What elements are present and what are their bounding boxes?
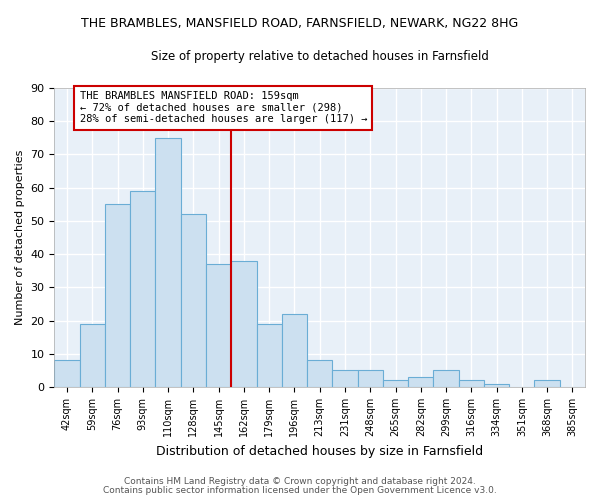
Title: Size of property relative to detached houses in Farnsfield: Size of property relative to detached ho… — [151, 50, 488, 63]
Bar — [105, 204, 130, 387]
Text: Contains public sector information licensed under the Open Government Licence v3: Contains public sector information licen… — [103, 486, 497, 495]
Bar — [155, 138, 181, 387]
Bar — [80, 324, 105, 387]
Y-axis label: Number of detached properties: Number of detached properties — [15, 150, 25, 325]
Bar — [55, 360, 80, 387]
Bar — [408, 377, 433, 387]
Bar — [282, 314, 307, 387]
Text: Contains HM Land Registry data © Crown copyright and database right 2024.: Contains HM Land Registry data © Crown c… — [124, 477, 476, 486]
Bar — [231, 260, 257, 387]
Text: THE BRAMBLES, MANSFIELD ROAD, FARNSFIELD, NEWARK, NG22 8HG: THE BRAMBLES, MANSFIELD ROAD, FARNSFIELD… — [82, 18, 518, 30]
Text: THE BRAMBLES MANSFIELD ROAD: 159sqm
← 72% of detached houses are smaller (298)
2: THE BRAMBLES MANSFIELD ROAD: 159sqm ← 72… — [80, 91, 367, 124]
Bar — [206, 264, 231, 387]
Bar — [332, 370, 358, 387]
Bar — [257, 324, 282, 387]
Bar — [383, 380, 408, 387]
Bar — [307, 360, 332, 387]
Bar — [130, 191, 155, 387]
Bar — [181, 214, 206, 387]
Bar — [458, 380, 484, 387]
Bar — [535, 380, 560, 387]
Bar — [433, 370, 458, 387]
X-axis label: Distribution of detached houses by size in Farnsfield: Distribution of detached houses by size … — [156, 444, 483, 458]
Bar — [484, 384, 509, 387]
Bar — [358, 370, 383, 387]
